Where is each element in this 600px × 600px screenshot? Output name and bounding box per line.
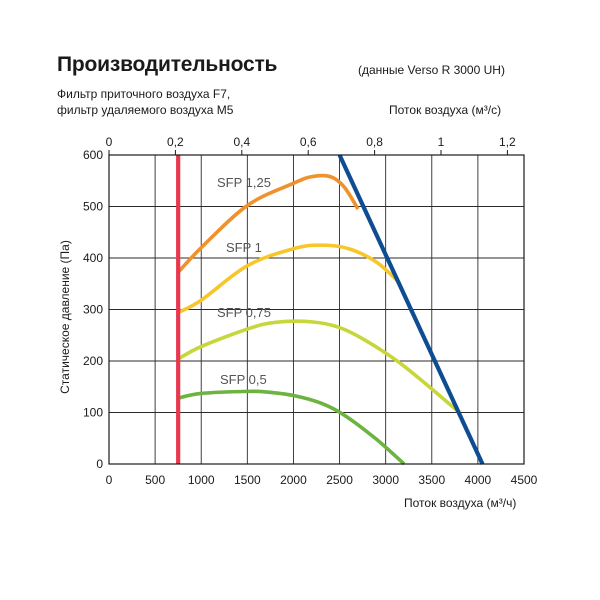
series-label: SFP 0,75 <box>217 305 271 320</box>
x2-tick-label: 1 <box>438 135 445 149</box>
series-line-sfp-1 <box>177 243 401 315</box>
x-tick-label: 0 <box>106 473 113 487</box>
x-axis-label: Поток воздуха (м³/ч) <box>404 496 516 510</box>
x-tick-label: 1500 <box>234 473 261 487</box>
x2-tick-label: 1,2 <box>499 135 516 149</box>
x-tick-label: 3500 <box>418 473 445 487</box>
series-label: SFP 0,5 <box>220 372 267 387</box>
x2-tick-label: 0,4 <box>233 135 250 149</box>
series-line-sfp-0-5 <box>177 389 406 466</box>
x-tick-label: 3000 <box>372 473 399 487</box>
x-tick-label: 4000 <box>465 473 492 487</box>
x2-tick-label: 0 <box>106 135 113 149</box>
max-system-line <box>337 154 485 465</box>
y-tick-label: 100 <box>83 406 103 420</box>
x-tick-label: 2000 <box>280 473 307 487</box>
chart-subtitle: (данные Verso R 3000 UH) <box>358 63 505 77</box>
curves: SFP 1,25 SFP 1 SFP 0,75 SFP 0,5 <box>176 154 485 466</box>
x-tick-label: 500 <box>145 473 165 487</box>
y-tick-label: 300 <box>83 303 103 317</box>
top-axis-label: Поток воздуха (м³/с) <box>389 103 502 117</box>
filter-note-line2: фильтр удаляемого воздуха M5 <box>57 103 234 117</box>
y-tick-label: 200 <box>83 354 103 368</box>
filter-note-line1: Фильтр приточного воздуха F7, <box>57 87 231 101</box>
y-axis-label: Статическое давление (Па) <box>58 240 72 394</box>
x2-tick-label: 0,2 <box>167 135 184 149</box>
series-line-sfp-0-75 <box>177 319 461 414</box>
chart-title: Производительность <box>57 53 278 76</box>
plot-frame <box>108 154 525 465</box>
y-tick-label: 400 <box>83 251 103 265</box>
y-tick-label: 600 <box>83 148 103 162</box>
x2-tick-label: 0,6 <box>300 135 317 149</box>
x-tick-label: 2500 <box>326 473 353 487</box>
x2-tick-label: 0,8 <box>366 135 383 149</box>
series-label: SFP 1,25 <box>217 175 271 190</box>
y-tick-label: 500 <box>83 200 103 214</box>
x-tick-label: 4500 <box>511 473 538 487</box>
y-tick-label: 0 <box>96 457 103 471</box>
series-label: SFP 1 <box>226 240 262 255</box>
x-tick-label: 1000 <box>188 473 215 487</box>
series-line-sfp-1-25 <box>176 173 360 274</box>
